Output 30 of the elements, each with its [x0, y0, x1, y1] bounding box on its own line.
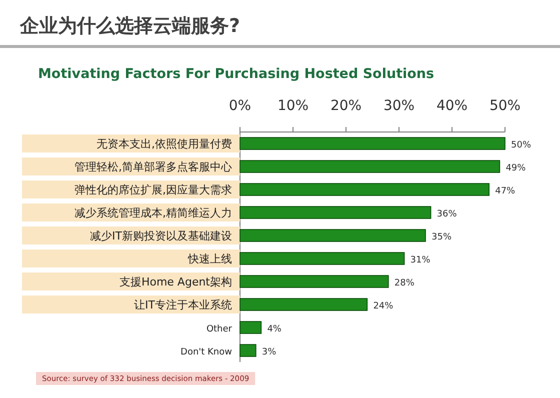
y-tick-label: 让IT专注于本业系统	[134, 298, 232, 312]
data-label: 3%	[262, 348, 277, 358]
y-tick-label: Don't Know	[180, 348, 232, 358]
data-label: 4%	[267, 324, 282, 334]
chart-title: 企业为什么选择云端服务?	[19, 15, 240, 37]
x-tick-label: 30%	[383, 98, 415, 114]
data-label: 47%	[495, 186, 516, 196]
data-label: 28%	[394, 278, 415, 288]
bar	[240, 321, 262, 334]
data-label: 24%	[373, 302, 394, 312]
y-tick-label: 减少IT新购投资以及基础建设	[90, 230, 232, 242]
x-tick-label: 40%	[436, 98, 468, 114]
x-tick-label: 50%	[489, 98, 521, 114]
y-tick-label: 管理轻松,简单部署多点客服中心	[74, 160, 232, 174]
y-tick-label: 支援Home Agent架构	[119, 276, 232, 288]
data-label: 49%	[506, 164, 526, 174]
y-tick-label: 无资本支出,依照使用量付费	[96, 138, 232, 150]
data-label: 36%	[436, 210, 458, 220]
y-tick-label: 减少系统管理成本,精简维运人力	[74, 206, 232, 220]
x-tick-label: 20%	[330, 98, 362, 114]
y-tick-label: Other	[206, 324, 232, 334]
data-label: 35%	[432, 232, 452, 242]
bar	[240, 344, 256, 357]
x-tick-label: 0%	[228, 98, 252, 114]
x-tick-label: 10%	[277, 98, 309, 114]
data-label: 31%	[410, 256, 431, 266]
data-label: 50%	[511, 140, 532, 150]
chart-subtitle: Motivating Factors For Purchasing Hosted Solutions	[38, 66, 434, 82]
y-tick-label: 快速上线	[187, 252, 232, 266]
y-tick-label: 弹性化的席位扩展,因应量大需求	[74, 184, 232, 196]
